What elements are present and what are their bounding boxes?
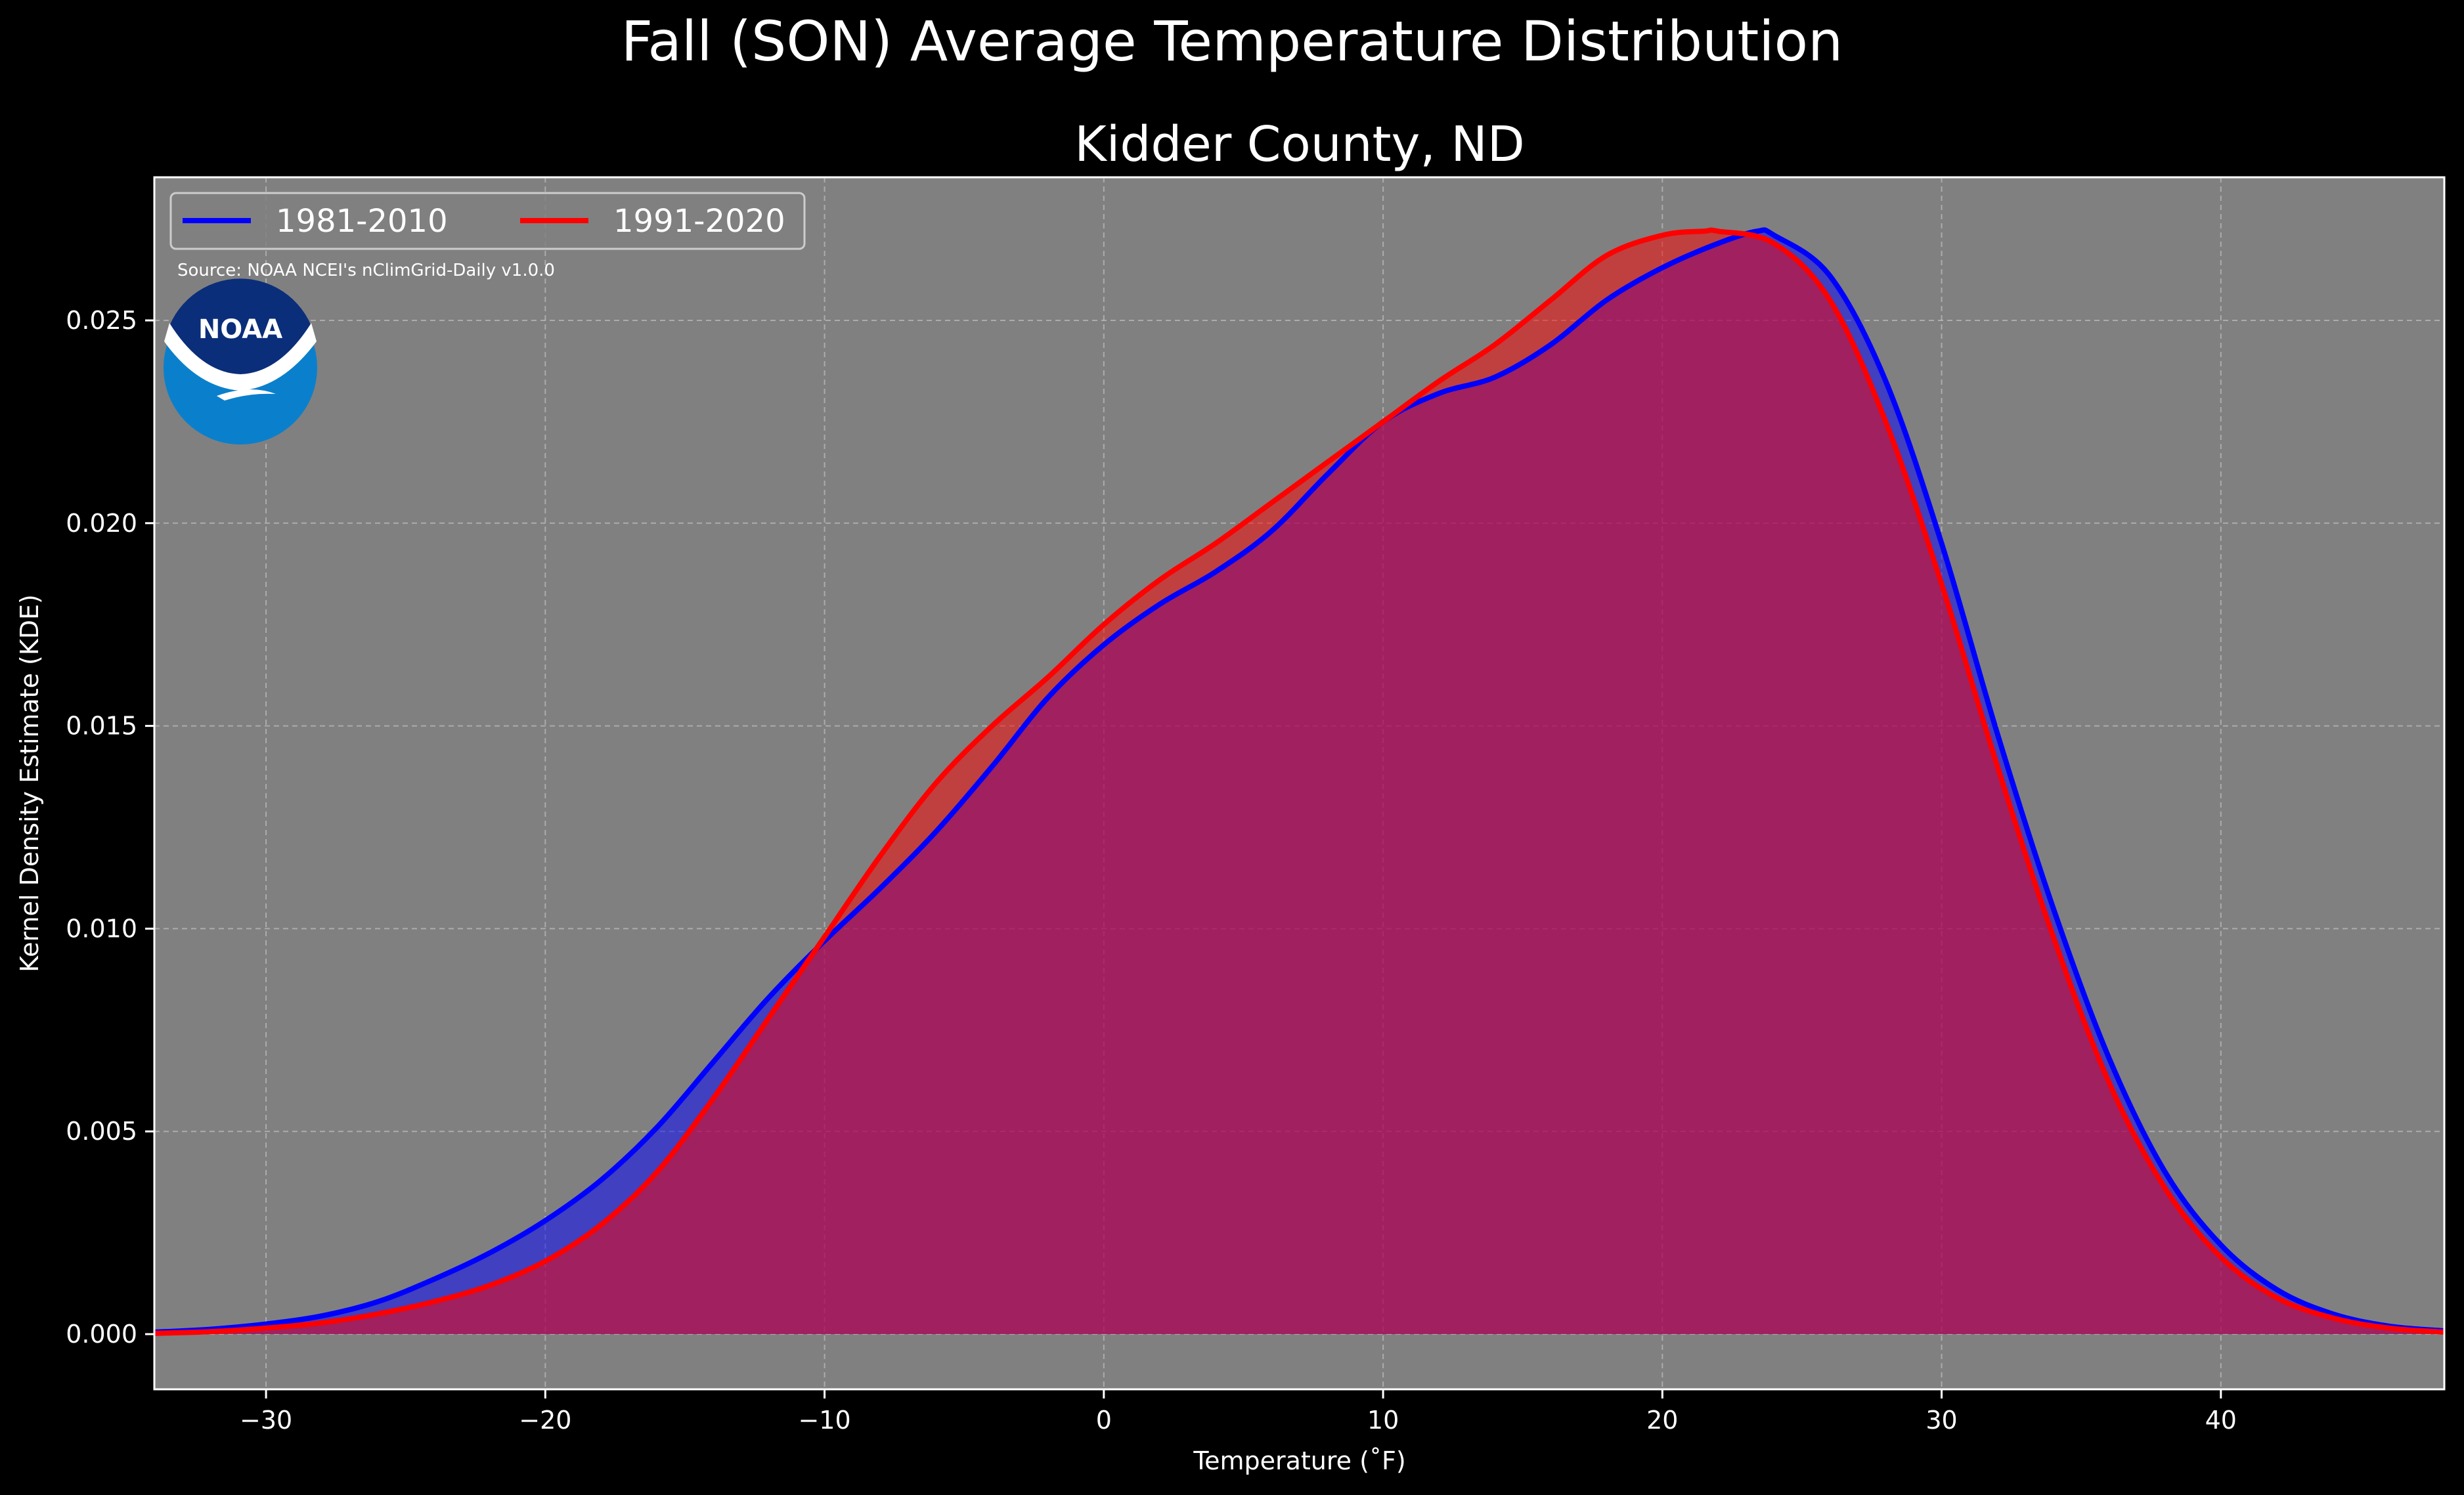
legend: 1981-2010 1991-2020: [169, 192, 806, 250]
y-tick-label-5: 0.025: [66, 306, 137, 335]
x-tick-label-5: 20: [1646, 1406, 1678, 1435]
x-axis: −30 −20 −10 0 10 20 30 40: [240, 1389, 2237, 1435]
x-tick-label-2: −10: [798, 1406, 850, 1435]
y-axis: 0.000 0.005 0.010 0.015 0.020 0.025: [66, 306, 154, 1349]
y-axis-label: Kernel Density Estimate (KDE): [15, 594, 44, 972]
noaa-logo-dark-band: [165, 278, 315, 384]
series-area-1991-2020: [154, 230, 2444, 1335]
series-line-1991-2020: [154, 227, 2445, 1336]
chart-suptitle: Fall (SON) Average Temperature Distribut…: [621, 9, 1843, 74]
x-tick-label-6: 30: [1925, 1406, 1957, 1435]
noaa-logo-bird: [164, 323, 317, 391]
y-tick-label-4: 0.020: [66, 509, 137, 538]
x-tick-label-3: 0: [1096, 1406, 1112, 1435]
legend-label-1991-2020: 1991-2020: [613, 203, 785, 240]
y-tick-label-2: 0.010: [66, 914, 137, 943]
x-tick-label-0: −30: [240, 1406, 292, 1435]
noaa-logo-bird-tail: [217, 389, 276, 401]
x-tick-label-1: −20: [519, 1406, 571, 1435]
y-tick-label-0: 0.000: [66, 1320, 137, 1349]
x-axis-degree: ˚: [1369, 1446, 1382, 1475]
x-axis-label: Temperature (˚F): [1193, 1446, 1405, 1475]
chart-title: Kidder County, ND: [1074, 116, 1524, 173]
x-tick-label-4: 10: [1367, 1406, 1399, 1435]
legend-box: [169, 192, 806, 250]
y-tick-label-3: 0.015: [66, 712, 137, 741]
noaa-logo-text: NOAA: [198, 314, 282, 345]
series-layer: [154, 227, 2445, 1336]
noaa-logo: NOAA: [164, 278, 317, 444]
y-tick-label-1: 0.005: [66, 1117, 137, 1146]
plot-frame: [153, 176, 2446, 1391]
source-annotation: Source: NOAA NCEI's nClimGrid-Daily v1.0…: [177, 261, 555, 280]
x-tick-label-7: 40: [2205, 1406, 2237, 1435]
legend-label-1981-2010: 1981-2010: [276, 203, 448, 240]
